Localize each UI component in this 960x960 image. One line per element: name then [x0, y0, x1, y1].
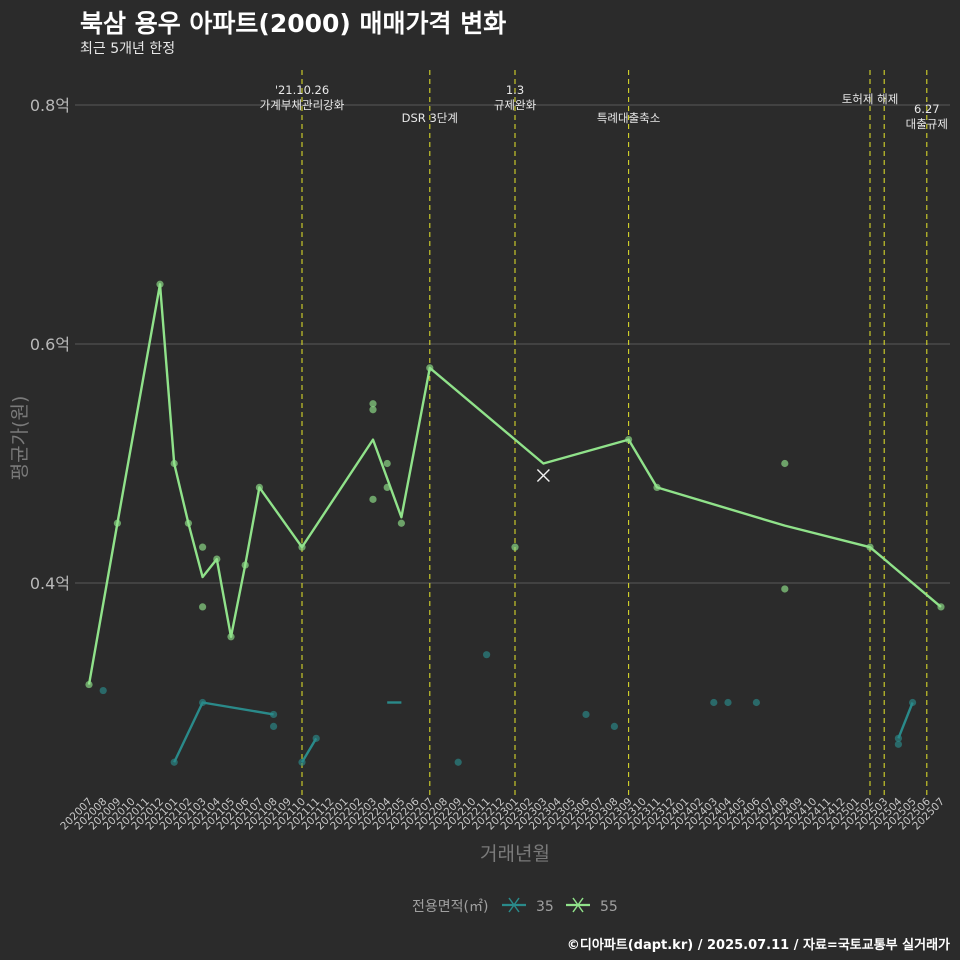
series-55-point — [369, 406, 377, 414]
chart-subtitle: 최근 5개년 한정 — [80, 41, 176, 57]
series-55-point — [781, 459, 789, 468]
series-35-line — [300, 737, 318, 763]
series-35-point — [752, 698, 761, 707]
series-55-point — [156, 280, 164, 288]
series-55-point — [511, 543, 519, 551]
series-55-point — [213, 555, 221, 563]
series-35-point — [724, 698, 732, 707]
legend-marker — [572, 897, 584, 913]
series-55-point — [298, 543, 306, 551]
series-35-line — [897, 702, 914, 739]
series-55-point — [184, 519, 192, 527]
series-35-point — [298, 758, 306, 766]
series-55-point — [781, 585, 789, 593]
event-lines — [301, 70, 928, 795]
event-label: 대출규제 — [906, 117, 948, 131]
series-55-point — [113, 519, 121, 527]
series-55-point — [369, 400, 377, 408]
series-layer — [85, 280, 945, 766]
series-35-point — [610, 722, 619, 731]
series-55-point — [383, 483, 391, 491]
grid-layer — [75, 104, 950, 584]
series-35-point — [270, 722, 278, 731]
series-55-point — [866, 543, 874, 551]
series-55-point — [227, 633, 235, 641]
legend-marker — [508, 897, 520, 913]
event-label: 가계부채관리강화 — [260, 98, 345, 112]
y-tick-label: 0.6억 — [30, 335, 70, 354]
event-label: '21.10.26 — [275, 83, 329, 97]
legend-label: 55 — [600, 899, 618, 915]
series-35-point — [582, 710, 590, 719]
x-axis-title: 거래년월 — [480, 843, 550, 865]
legend: 전용면적(㎡) 35 55 — [412, 897, 618, 915]
event-label: 6.27 — [914, 102, 940, 116]
series-55-x-marker — [536, 468, 550, 482]
series-35-point — [710, 698, 718, 707]
legend-title: 전용면적(㎡) — [412, 899, 488, 915]
series-35-point — [909, 698, 917, 707]
series-35-point — [894, 734, 903, 742]
series-55-point — [383, 459, 391, 468]
series-35-line — [173, 701, 274, 763]
event-label: 규제완화 — [494, 98, 537, 112]
series-55-point — [625, 436, 633, 444]
series-55-line — [87, 283, 942, 685]
legend-label: 35 — [536, 899, 554, 915]
series-55-point — [653, 483, 661, 491]
event-label: 특례대출축소 — [597, 111, 660, 125]
series-35-point — [312, 734, 320, 742]
series-55-point — [199, 603, 207, 611]
series-55-point — [255, 483, 263, 491]
series-55-point — [170, 459, 178, 468]
event-label: DSR 3단계 — [402, 111, 458, 125]
chart-title: 북삼 용우 아파트(2000) 매매가격 변화 — [80, 9, 507, 38]
series-55-point — [426, 364, 434, 372]
event-label: 토허제 해제 — [842, 92, 899, 106]
series-55-point — [369, 495, 377, 503]
series-55-point — [199, 543, 207, 551]
series-55-point — [85, 680, 93, 689]
y-tick-label: 0.4억 — [30, 574, 70, 593]
y-axis-title: 평균가(원) — [9, 396, 31, 481]
source-caption: ©디아파트(dapt.kr) / 2025.07.11 / 자료=국토교통부 실… — [566, 938, 950, 953]
series-35-point — [483, 651, 491, 659]
series-35-point — [270, 710, 278, 719]
series-35-point — [99, 686, 107, 695]
series-35-point — [170, 758, 178, 766]
series-55-point — [241, 561, 249, 569]
series-55-point — [397, 519, 405, 527]
y-tick-label: 0.8억 — [30, 96, 70, 115]
axis-layer: 0.4억0.6억0.8억2020072020082020092020102020… — [30, 96, 947, 832]
event-label: 1.3 — [506, 83, 524, 97]
series-35-point — [894, 740, 903, 748]
series-35-point — [454, 758, 462, 766]
series-35-point — [199, 698, 207, 707]
series-55-point — [937, 603, 945, 611]
